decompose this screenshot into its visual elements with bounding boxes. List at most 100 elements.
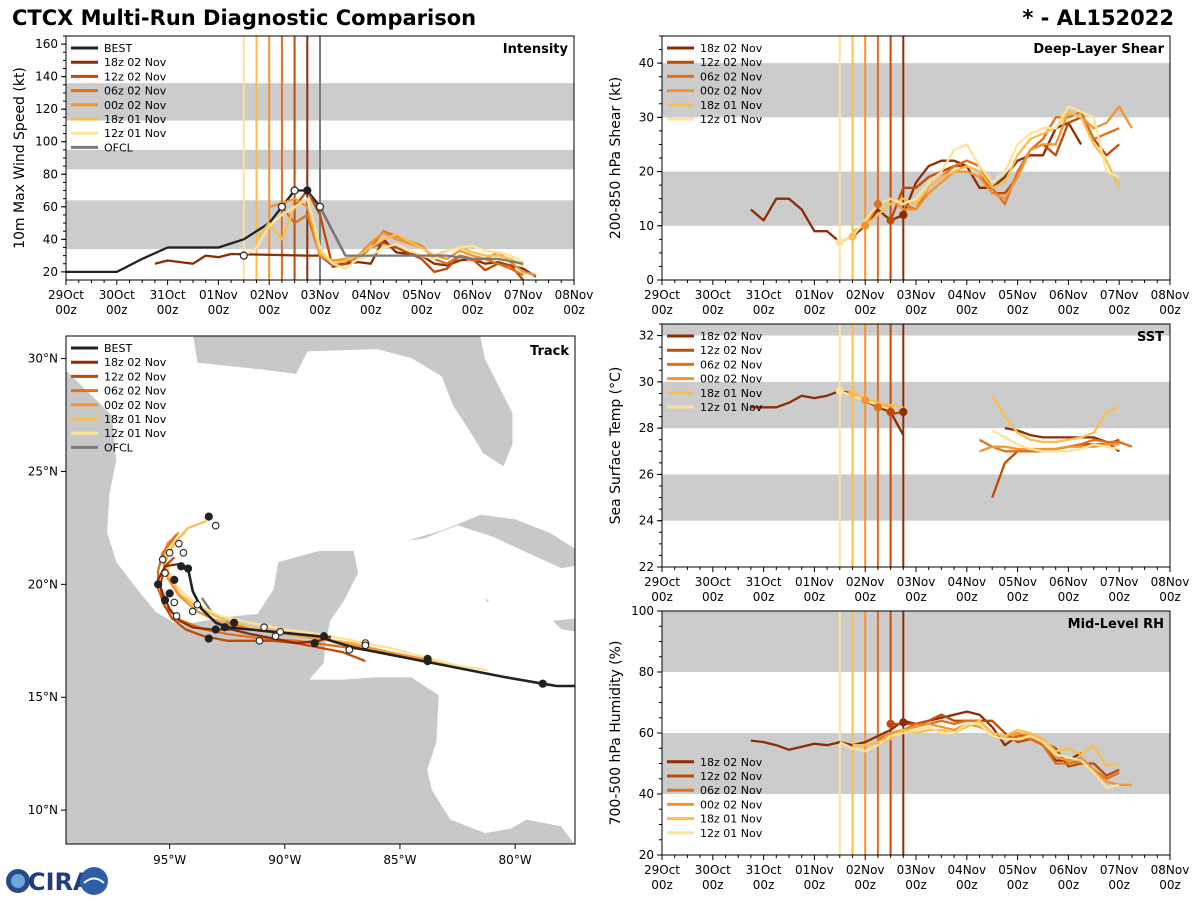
track-forecast-marker	[179, 548, 188, 557]
track-forecast-marker	[172, 612, 181, 620]
y-tick-label: 30	[639, 375, 654, 389]
y-tick-label: 40	[639, 56, 654, 70]
x-tick-label-hour: 00z	[208, 303, 230, 317]
track-forecast-marker	[188, 607, 197, 616]
threshold-band	[662, 611, 1170, 672]
track-forecast-marker	[276, 627, 285, 636]
x-tick-label: 29Oct	[644, 863, 680, 877]
legend-label: BEST	[104, 342, 132, 355]
track-position-marker	[211, 625, 220, 634]
data-marker	[848, 389, 857, 398]
track-line	[163, 531, 488, 672]
x-tick-label: 08Nov	[1151, 288, 1190, 302]
x-tick-label-hour: 00z	[804, 590, 826, 604]
x-tick-label-hour: 00z	[106, 303, 128, 317]
track-position-marker	[154, 580, 163, 589]
track-forecast-marker	[170, 598, 179, 607]
x-tick-label-hour: 00z	[702, 878, 724, 892]
x-tick-label: 05Nov	[998, 863, 1037, 877]
legend-label: 18z 02 Nov	[104, 56, 167, 69]
lat-tick-label: 10°N	[28, 803, 58, 817]
series-line	[852, 392, 904, 409]
track-forecast-marker	[211, 521, 220, 530]
y-tick-label: 80	[43, 167, 58, 181]
legend-label: 12z 01 Nov	[700, 401, 763, 414]
sst-panel: 29Oct00z30Oct00z31Oct00z01Nov00z02Nov00z…	[608, 323, 1189, 604]
data-marker	[886, 407, 895, 417]
y-axis-label: 200-850 hPa Shear (kt)	[608, 77, 624, 239]
y-tick-label: 30	[639, 110, 654, 124]
x-tick-label: 31Oct	[746, 863, 782, 877]
legend-label: 06z 02 Nov	[104, 385, 167, 398]
x-tick-label-hour: 00z	[804, 303, 826, 317]
x-tick-label-hour: 00z	[360, 303, 382, 317]
data-marker	[886, 216, 895, 225]
series-line	[979, 443, 1120, 453]
x-tick-label: 05Nov	[998, 288, 1037, 302]
legend-label: 00z 02 Nov	[700, 798, 763, 811]
x-tick-label-hour: 00z	[1058, 590, 1080, 604]
track-position-marker	[230, 618, 239, 627]
legend-label: 06z 02 Nov	[700, 70, 763, 83]
x-tick-label-hour: 00z	[854, 590, 876, 604]
legend-label: 00z 02 Nov	[104, 99, 167, 112]
y-tick-label: 60	[43, 200, 58, 214]
legend-label: 12z 01 Nov	[104, 127, 167, 140]
x-tick-label-hour: 00z	[1007, 590, 1029, 604]
x-tick-label: 31Oct	[746, 288, 782, 302]
landmass	[66, 336, 575, 468]
x-tick-label: 29Oct	[48, 288, 84, 302]
lon-tick-label: 80°W	[499, 853, 532, 867]
track-forecast-marker	[255, 636, 264, 645]
x-tick-label-hour: 00z	[512, 303, 534, 317]
x-tick-label-hour: 00z	[854, 878, 876, 892]
landmass	[402, 513, 575, 570]
track-position-marker	[177, 562, 186, 571]
x-tick-label-hour: 00z	[905, 878, 927, 892]
track-position-marker	[204, 634, 213, 643]
x-tick-label: 06Nov	[1049, 575, 1088, 589]
legend-label: 18z 01 Nov	[700, 813, 763, 826]
x-tick-label-hour: 00z	[1058, 878, 1080, 892]
data-marker	[848, 232, 857, 241]
data-marker	[899, 210, 908, 220]
x-tick-label-hour: 00z	[1007, 878, 1029, 892]
panel-title: Intensity	[503, 42, 569, 57]
y-tick-label: 24	[639, 514, 654, 528]
x-tick-label: 08Nov	[1151, 863, 1190, 877]
data-marker	[835, 387, 844, 396]
legend-label: 18z 02 Nov	[104, 356, 167, 369]
legend-label: 06z 02 Nov	[104, 85, 167, 98]
figure-title: CTCX Multi-Run Diagnostic Comparison	[12, 6, 477, 30]
legend-label: 12z 02 Nov	[700, 344, 763, 357]
x-tick-label-hour: 00z	[753, 303, 775, 317]
rh-panel: 29Oct00z30Oct00z31Oct00z01Nov00z02Nov00z…	[608, 604, 1189, 892]
track-position-marker	[538, 679, 547, 688]
x-tick-label-hour: 00z	[1108, 878, 1130, 892]
track-forecast-marker	[175, 539, 183, 548]
x-tick-label-hour: 00z	[157, 303, 179, 317]
y-tick-label: 40	[43, 232, 58, 246]
y-tick-label: 40	[639, 787, 654, 801]
track-position-marker	[170, 575, 179, 584]
legend-label: 12z 02 Nov	[104, 70, 167, 83]
threshold-band	[662, 324, 1170, 336]
legend-label: 18z 02 Nov	[700, 756, 763, 769]
threshold-band	[662, 474, 1170, 521]
sst-plot-area	[662, 324, 1170, 567]
legend-label: 12z 01 Nov	[700, 827, 763, 840]
track-forecast-marker	[193, 600, 202, 609]
legend-label: 06z 02 Nov	[700, 784, 763, 797]
x-tick-label-hour: 00z	[854, 303, 876, 317]
x-tick-label-hour: 00z	[651, 590, 673, 604]
series-line	[293, 189, 525, 280]
x-tick-label: 02Nov	[846, 288, 885, 302]
x-tick-label-hour: 00z	[1159, 590, 1181, 604]
legend-label: 18z 01 Nov	[700, 99, 763, 112]
track-forecast-marker	[260, 623, 268, 632]
data-marker	[861, 221, 870, 230]
threshold-band	[662, 381, 1170, 429]
